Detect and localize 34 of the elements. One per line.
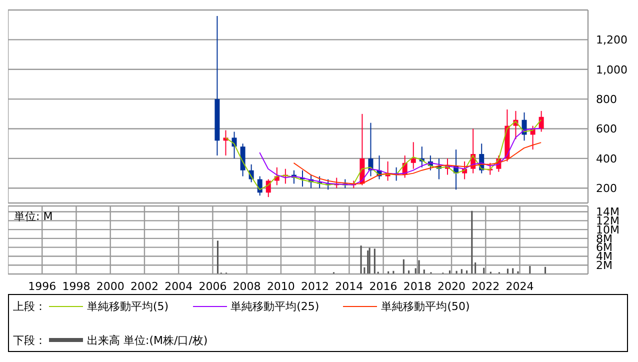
- x-tick-label: 2024: [506, 280, 534, 293]
- candlestick: [257, 176, 262, 196]
- x-tick-label: 2008: [232, 280, 261, 293]
- y-tick-label: 800: [596, 92, 617, 106]
- x-tick-label: 2010: [266, 280, 295, 293]
- y-tick-label: 1,200: [596, 34, 628, 47]
- line-series: [293, 142, 542, 184]
- x-tick-label: 2018: [403, 280, 432, 293]
- x-tick-label: 2002: [130, 280, 158, 293]
- legend-title: 下段：: [13, 332, 47, 348]
- legend-label: 単純移動平均(25): [230, 298, 320, 314]
- y-tick-label: 400: [596, 152, 617, 166]
- x-tick-label: 1998: [62, 280, 90, 293]
- x-tick-label: 2022: [472, 280, 500, 293]
- candlestick: [538, 110, 544, 132]
- legend-label: 出来高 単位:(M株/口/枚): [87, 332, 208, 348]
- x-tick-label: 2020: [438, 280, 466, 293]
- x-tick-label: 2014: [335, 280, 364, 293]
- legend-label: 単純移動平均(5): [87, 298, 169, 314]
- x-tick-label: 2006: [198, 280, 227, 293]
- x-tick-label: 2004: [164, 280, 193, 293]
- candlestick: [410, 142, 416, 170]
- candlestick: [266, 178, 271, 198]
- x-tick-label: 2012: [301, 280, 330, 293]
- candlestick: [240, 143, 246, 177]
- legend-title: 上段：: [13, 298, 47, 314]
- y-tick-label: 200: [596, 182, 617, 196]
- legend-label: 単純移動平均(50): [381, 298, 470, 314]
- x-tick-label: 1996: [28, 280, 56, 293]
- x-tick-label: 2016: [369, 280, 398, 293]
- annotation: 単位: M: [14, 209, 53, 224]
- y-tick-label: 1,000: [596, 63, 628, 76]
- y-tick-label: 600: [596, 122, 617, 136]
- x-tick-label: 2000: [96, 280, 124, 293]
